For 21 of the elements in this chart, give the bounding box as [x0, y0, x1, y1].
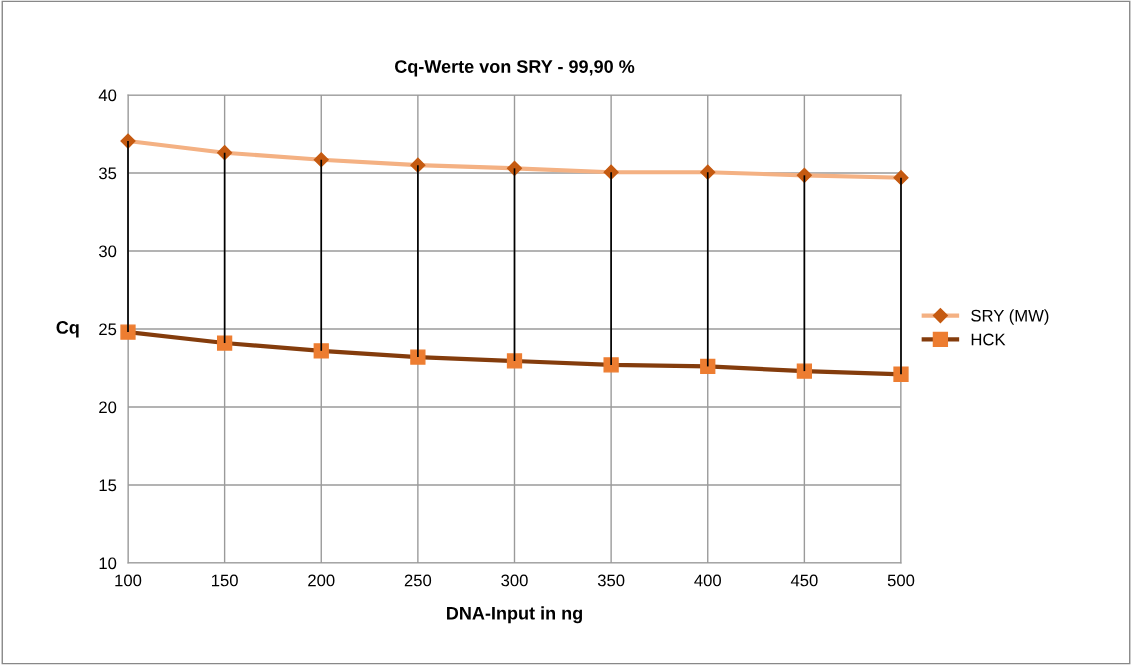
legend-label: SRY (MW) — [971, 309, 1049, 325]
x-tick-label: 450 — [790, 574, 818, 587]
y-tick-label: 10 — [99, 557, 117, 570]
y-axis-title: Cq — [56, 321, 79, 338]
y-tick-label: 20 — [99, 401, 117, 414]
x-tick-label: 250 — [404, 574, 432, 587]
x-tick-label: 500 — [887, 574, 915, 587]
x-axis-title: DNA-Input in ng — [447, 606, 582, 624]
x-tick-label: 200 — [308, 574, 335, 587]
legend-label: HCK — [971, 333, 1006, 346]
y-tick-label: 25 — [99, 323, 117, 336]
y-tick-label: 40 — [98, 89, 117, 102]
chart-title: Cq-Werte von SRY - 99,90 % — [395, 60, 635, 77]
x-tick-label: 150 — [211, 574, 238, 587]
x-tick-label: 350 — [597, 574, 625, 587]
y-tick-label: 15 — [99, 479, 117, 492]
y-tick-label: 30 — [98, 245, 117, 258]
x-tick-label: 100 — [115, 574, 142, 587]
x-tick-label: 300 — [501, 574, 528, 587]
x-tick-label: 400 — [694, 574, 721, 587]
y-tick-label: 35 — [98, 167, 117, 180]
